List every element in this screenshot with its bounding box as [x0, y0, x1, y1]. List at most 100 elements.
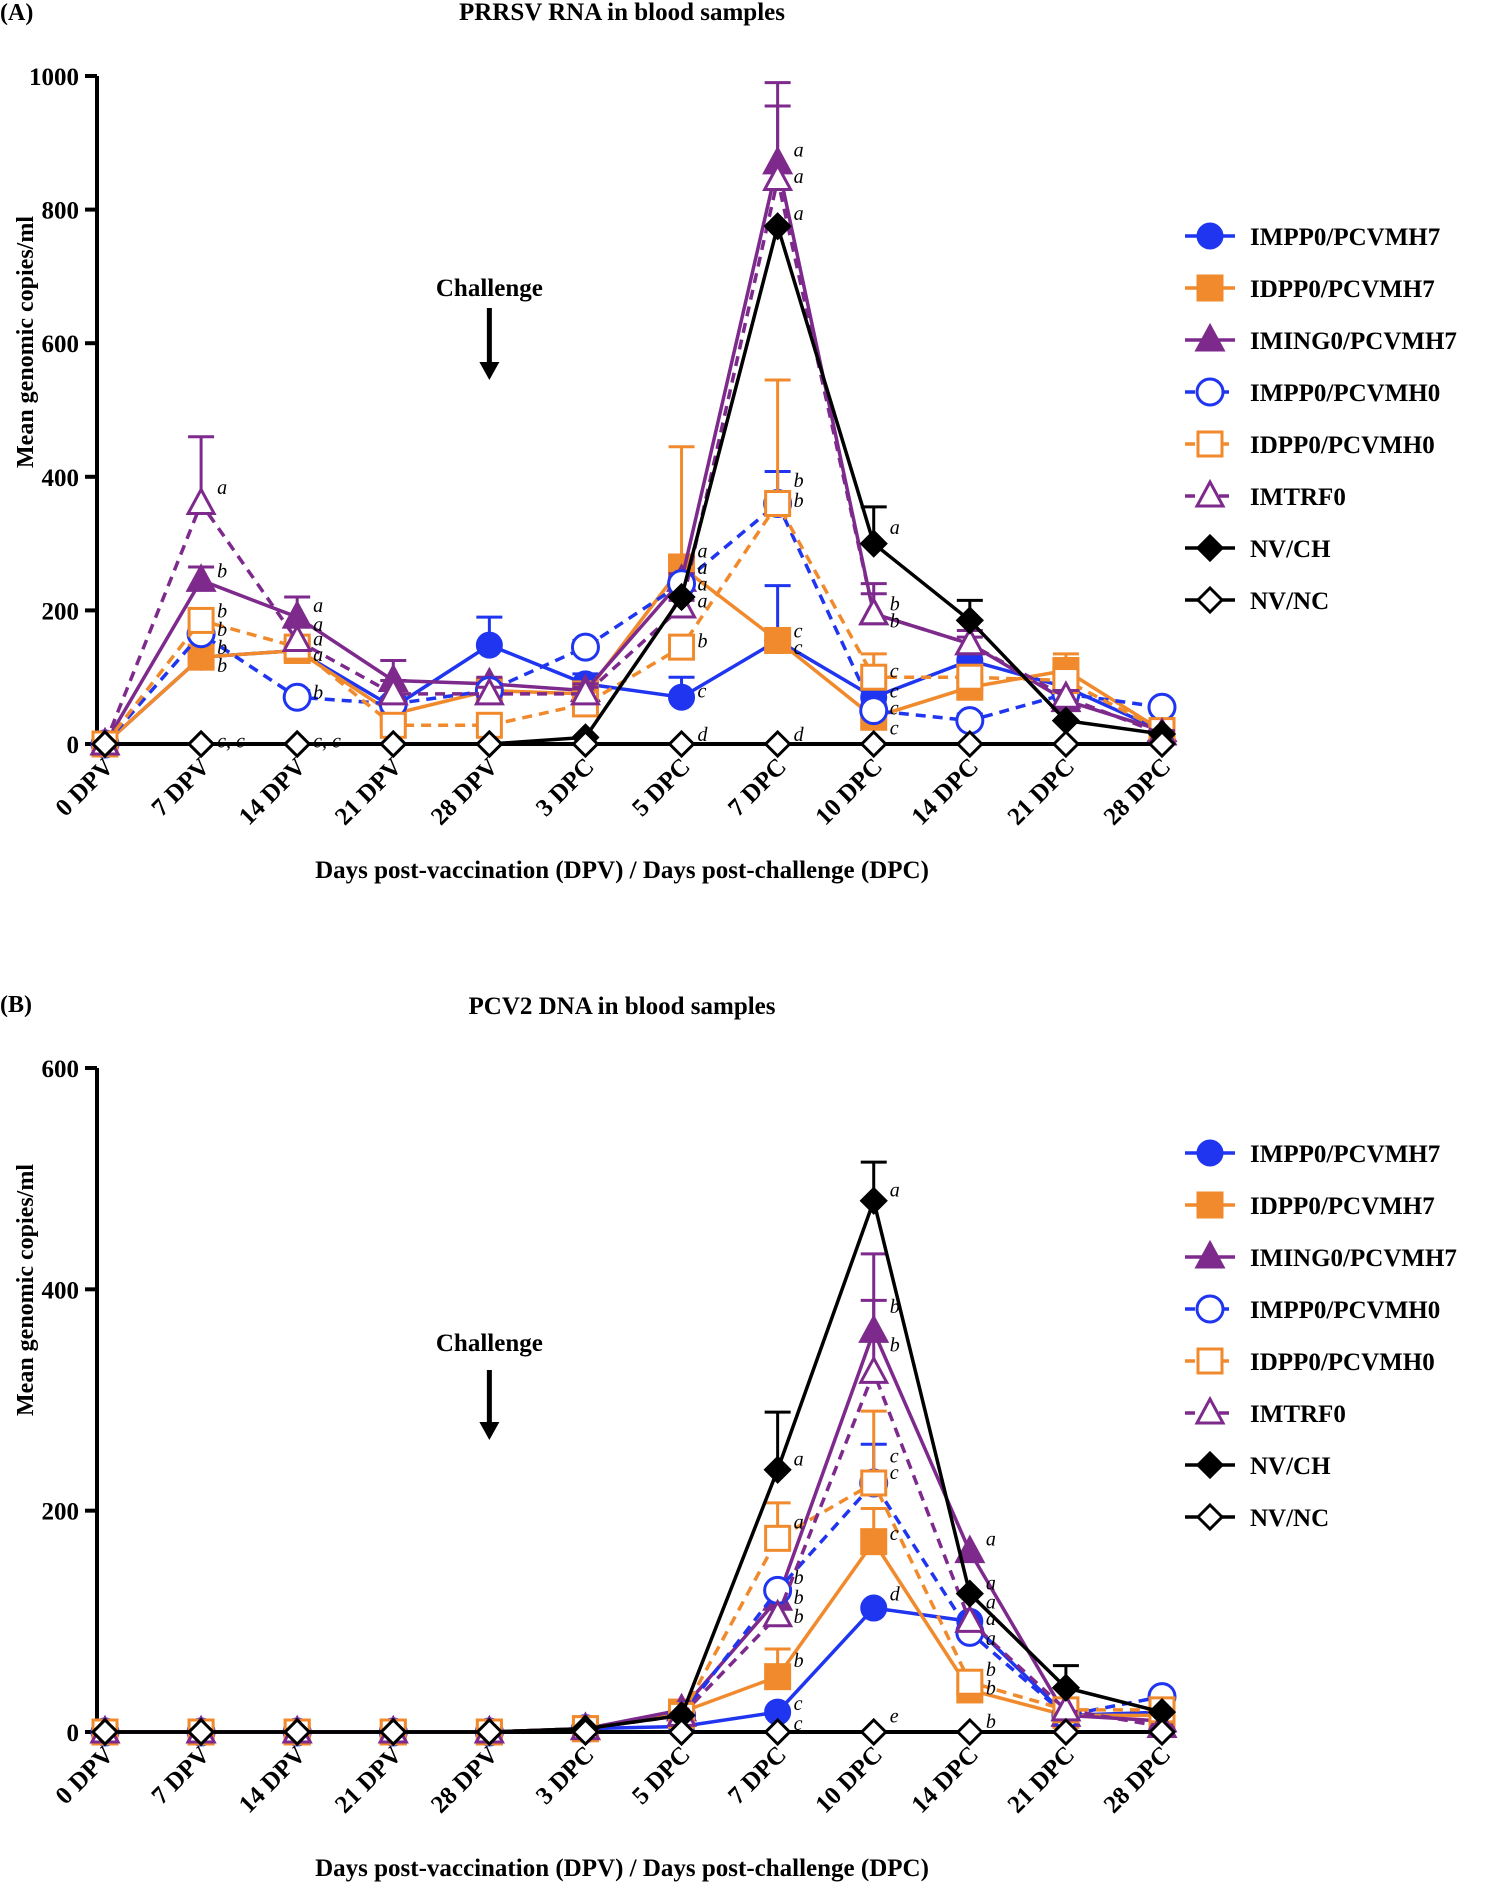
panel-a-significance-letter: b: [217, 560, 227, 582]
panel-a-significance-letter: c: [890, 717, 899, 739]
panel-a-xtick-label: 14 DPV: [234, 753, 312, 831]
panel-b-legend-label: IDPP0/PCVMH0: [1250, 1349, 1435, 1376]
panel-b-legend-nv-ch: NV/CH: [1185, 1450, 1331, 1480]
panel-b-point-imtrf0: [858, 1355, 890, 1384]
panel-b-legend-label: IDPP0/PCVMH7: [1250, 1193, 1435, 1220]
panel-a-legend-label: NV/NC: [1250, 588, 1329, 615]
panel-b-significance-letter: a: [986, 1628, 996, 1650]
panel-a-point-impp0-pcvmh0: [570, 632, 600, 662]
panel-a-point-idpp0-pcvmh7: [764, 626, 792, 654]
panel-a-significance-letter: c: [890, 661, 899, 683]
panel-b-significance-letter: c: [794, 1693, 803, 1715]
panel-a-legend-label: IMPP0/PCVMH7: [1250, 224, 1440, 251]
panel-b-point-idpp0-pcvmh7: [860, 1528, 888, 1556]
panel-b-point-nv-nc: [571, 1717, 600, 1747]
panel-a-point-impp0-pcvmh0: [282, 682, 312, 712]
panel-b-point-nv-nc: [1051, 1717, 1081, 1747]
panel-b-point-nv-nc: [763, 1717, 792, 1747]
panel-b-xtick-label: 14 DPC: [907, 1741, 985, 1819]
panel-a-xtick-label: 3 DPC: [531, 753, 600, 822]
panel-a-legend-idpp0-pcvmh0: IDPP0/PCVMH0: [1185, 430, 1435, 459]
panel-b-ylabel: Mean genomic copies/ml: [13, 1164, 39, 1416]
panel-b-significance-letter: b: [794, 1606, 804, 1628]
panel-a-line-idpp0-pcvmh7: [103, 564, 1163, 746]
panel-a-point-nv-ch: [859, 529, 888, 558]
panel-b-point-idpp0-pcvmh0: [860, 1469, 888, 1497]
panel-a-xtick-label: 5 DPC: [627, 753, 696, 822]
panel-a-point-imtrf0: [185, 486, 217, 516]
panel-a-xtick-label: 28 DPC: [1099, 753, 1177, 831]
panel-b-legend-marker-iming0-pcvmh7: [1194, 1239, 1226, 1269]
panel-a-legend-marker-imtrf0: [1194, 478, 1226, 508]
panel-b-xtick-label: 21 DPC: [1003, 1741, 1081, 1819]
panel-a-xtick-label: 28 DPV: [426, 753, 504, 831]
panel-a-significance-letter: a: [698, 574, 708, 596]
panel-b-legend-idpp0-pcvmh0: IDPP0/PCVMH0: [1185, 1347, 1435, 1376]
panel-a-point-idpp0-pcvmh0: [956, 663, 984, 691]
panel-a-point-impp0-pcvmh0: [955, 706, 985, 736]
panel-b-xlabel: Days post-vaccination (DPV) / Days post-…: [315, 1855, 929, 1882]
panel-a-xtick-label: 0 DPV: [51, 753, 120, 822]
panel-a-legend-marker-iming0-pcvmh7: [1194, 322, 1226, 352]
panel-a-significance-letter: a: [313, 614, 323, 636]
panel-b-legend-marker-idpp0-pcvmh0: [1196, 1347, 1224, 1375]
panel-a-point-nv-nc: [763, 729, 792, 759]
panel-b-legend-impp0-pcvmh7: IMPP0/PCVMH7: [1185, 1139, 1440, 1168]
panel-a-ytick-label: 800: [42, 198, 80, 225]
panel-a-line-idpp0-pcvmh0: [103, 500, 1163, 746]
panel-a-line-imtrf0: [103, 179, 1163, 745]
panel-a-point-nv-ch: [763, 212, 792, 241]
panel-b-significance-letter: b: [890, 1296, 900, 1318]
panel-b-xtick-label: 28 DPV: [426, 1741, 504, 1819]
panel-a-point-idpp0-pcvmh0: [187, 606, 215, 634]
panel-b-significance-letter: c: [794, 1713, 803, 1735]
panel-a-point-idpp0-pcvmh7: [187, 643, 215, 671]
panel-a-legend-idpp0-pcvmh7: IDPP0/PCVMH7: [1185, 274, 1435, 303]
panel-b-legend-label: IMTRF0: [1250, 1401, 1346, 1428]
panel-b-legend-iming0-pcvmh7: IMING0/PCVMH7: [1185, 1239, 1457, 1272]
panel-a-point-nv-nc: [955, 729, 984, 759]
panel-a-point-idpp0-pcvmh0: [764, 490, 792, 518]
panel-b-xtick-label: 21 DPV: [330, 1741, 408, 1819]
panel-b-significance-letter: c: [890, 1445, 899, 1467]
panel-b-title: PCV2 DNA in blood samples: [469, 993, 776, 1020]
panel-b-xtick-label: 7 DPV: [147, 1741, 216, 1810]
panel-b-point-imtrf0: [762, 1598, 794, 1628]
panel-a-series-nv-nc: [90, 729, 1177, 759]
panel-a-legend-label: IMING0/PCVMH7: [1250, 328, 1457, 355]
panel-a-significance-letter: c, c: [217, 731, 245, 753]
panel-b-point-idpp0-pcvmh0: [764, 1524, 792, 1552]
panel-a-significance-letter: a: [698, 590, 708, 612]
panel-a-series-imtrf0: [89, 104, 1178, 756]
panel-a-point-nv-nc: [1051, 729, 1081, 759]
panel-a-significance-letter: c: [794, 637, 803, 659]
panel-b-series-nv-nc: [90, 1717, 1177, 1747]
panel-a-legend-impp0-pcvmh0: IMPP0/PCVMH0: [1185, 377, 1440, 407]
panel-b-legend-imtrf0: IMTRF0: [1185, 1395, 1346, 1428]
panel-b-point-nv-ch: [955, 1579, 984, 1608]
panel-b-legend-nv-nc: NV/NC: [1185, 1502, 1329, 1532]
panel-b-point-iming0-pcvmh7: [954, 1534, 986, 1564]
panel-b-significance-letter: a: [986, 1591, 996, 1613]
panel-a-point-impp0-pcvmh0: [859, 696, 889, 726]
panel-b-point-nv-nc: [1147, 1717, 1177, 1747]
panel-b-significance-letter: b: [986, 1659, 996, 1681]
panel-a-legend-nv-ch: NV/CH: [1185, 533, 1331, 563]
panel-b-point-nv-ch: [763, 1455, 792, 1484]
panel-a-point-iming0-pcvmh7: [185, 563, 217, 592]
panel-a-significance-letter: c: [698, 681, 707, 703]
panel-b-ytick-label: 400: [42, 1277, 80, 1304]
panel-a-line-nv-ch: [105, 219, 1163, 746]
panel-a-point-imtrf0: [377, 676, 409, 706]
panel-a-point-impp0-pcvmh7: [668, 683, 696, 711]
panel-a-ytick-label: 1000: [29, 64, 79, 91]
panel-b-significance-letter: a: [986, 1573, 996, 1595]
panel-a-point-imtrf0: [569, 676, 601, 706]
panel-a-legend-marker-idpp0-pcvmh0: [1196, 430, 1224, 458]
panel-a-point-nv-nc: [186, 729, 216, 759]
panel-b-legend-marker-impp0-pcvmh7: [1196, 1139, 1224, 1167]
panel-a-ytick-label: 200: [42, 598, 80, 625]
panel-a-legend-impp0-pcvmh7: IMPP0/PCVMH7: [1185, 222, 1440, 251]
panel-a-significance-letter: b: [794, 490, 804, 512]
